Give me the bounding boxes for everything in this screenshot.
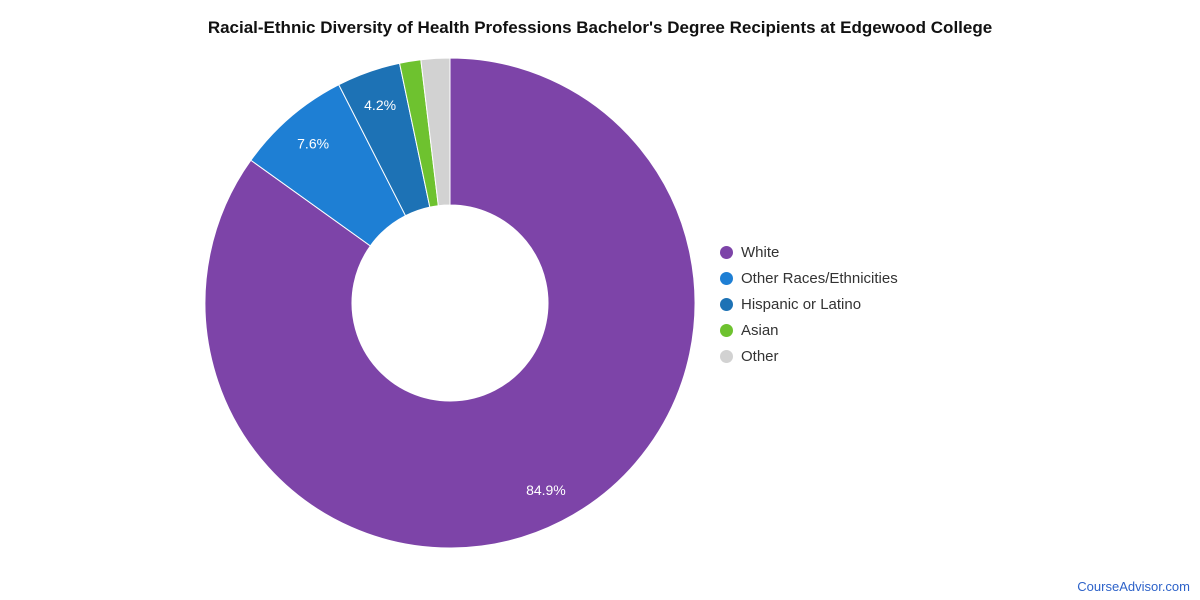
slice-label: 4.2% [364, 97, 396, 113]
legend-swatch [720, 245, 733, 259]
legend-label: Other Races/Ethnicities [741, 269, 898, 287]
slice-label: 7.6% [297, 136, 329, 152]
legend-label: Hispanic or Latino [741, 295, 862, 313]
legend-swatch [720, 323, 733, 337]
legend-item: Asian [720, 317, 898, 343]
chart-title: Racial-Ethnic Diversity of Health Profes… [207, 18, 993, 37]
legend: White Other Races/Ethnicities Hispanic or … [720, 239, 898, 369]
slice-label: 84.9% [526, 482, 566, 498]
legend-item: Other [720, 343, 898, 369]
legend-label: White [741, 243, 780, 261]
legend-label: Asian [741, 321, 779, 339]
legend-item: Other Races/Ethnicities [720, 265, 898, 291]
courseadvisor-link[interactable]: CourseAdvisor.com [1077, 579, 1190, 594]
pie-slice [204, 57, 696, 549]
legend-swatch [720, 349, 733, 363]
legend-swatch [720, 297, 733, 311]
pie-slice [420, 57, 451, 207]
legend-item: White [720, 239, 898, 265]
legend-label: Other [741, 347, 779, 365]
legend-swatch [720, 271, 733, 285]
legend-item: Hispanic or Latino [720, 291, 898, 317]
